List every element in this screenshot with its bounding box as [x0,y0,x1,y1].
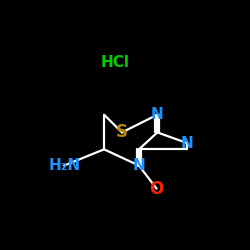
Text: N: N [151,107,164,122]
Text: O: O [150,180,164,198]
Text: HCl: HCl [100,55,130,70]
Text: N: N [132,158,145,173]
Text: N: N [181,136,194,151]
Text: S: S [116,124,128,142]
Text: H₂N: H₂N [48,158,80,173]
